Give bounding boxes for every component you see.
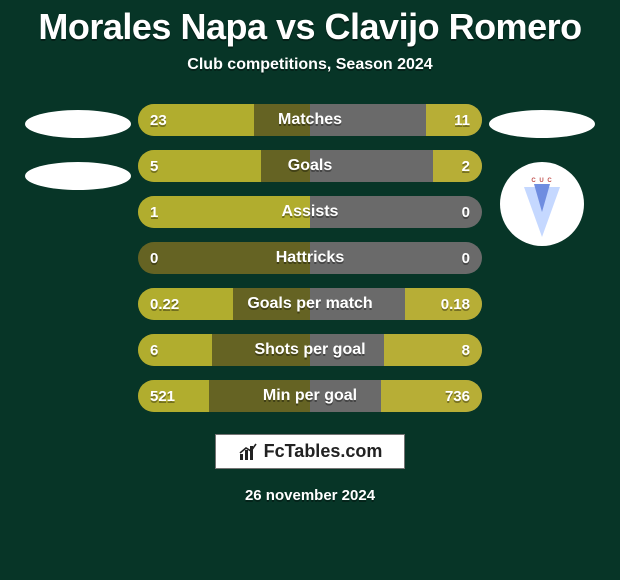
page-subtitle: Club competitions, Season 2024 [187,56,432,74]
club-badge-placeholder [489,110,595,138]
pennant-inner-icon [534,184,550,212]
stat-value-right: 736 [445,380,470,412]
stat-value-right: 2 [462,150,470,182]
stat-value-left: 5 [150,150,158,182]
stat-row: 521736Min per goal [138,380,482,412]
stat-row: 52Goals [138,150,482,182]
stat-value-right: 0.18 [441,288,470,320]
page-title: Morales Napa vs Clavijo Romero [38,6,581,48]
right-badges-column: C U C [482,104,602,246]
brand-text: FcTables.com [264,441,383,462]
stat-value-left: 6 [150,334,158,366]
stat-bg-right [310,242,482,274]
stat-bg-right [310,196,482,228]
stat-value-right: 0 [462,196,470,228]
stat-value-right: 11 [454,104,470,136]
stat-value-left: 0 [150,242,158,274]
brand-chart-icon [238,442,258,462]
comparison-card: Morales Napa vs Clavijo Romero Club comp… [0,0,620,580]
stat-bar-right [433,150,482,182]
stat-value-right: 0 [462,242,470,274]
stat-row: 0.220.18Goals per match [138,288,482,320]
club-badge-placeholder [25,110,131,138]
stat-row: 10Assists [138,196,482,228]
stat-row: 2311Matches [138,104,482,136]
stat-value-left: 521 [150,380,175,412]
body-row: 2311Matches52Goals10Assists00Hattricks0.… [0,104,620,412]
stat-bar-left [138,196,310,228]
stat-row: 00Hattricks [138,242,482,274]
stat-value-left: 23 [150,104,167,136]
brand-box: FcTables.com [215,434,406,469]
stat-row: 68Shots per goal [138,334,482,366]
stat-value-right: 8 [462,334,470,366]
club-badge-placeholder [25,162,131,190]
footer-date: 26 november 2024 [245,487,375,504]
left-badges-column [18,104,138,190]
stat-value-left: 1 [150,196,158,228]
stat-value-left: 0.22 [150,288,179,320]
club-badge: C U C [500,162,584,246]
stats-column: 2311Matches52Goals10Assists00Hattricks0.… [138,104,482,412]
stat-bg-left [138,242,310,274]
